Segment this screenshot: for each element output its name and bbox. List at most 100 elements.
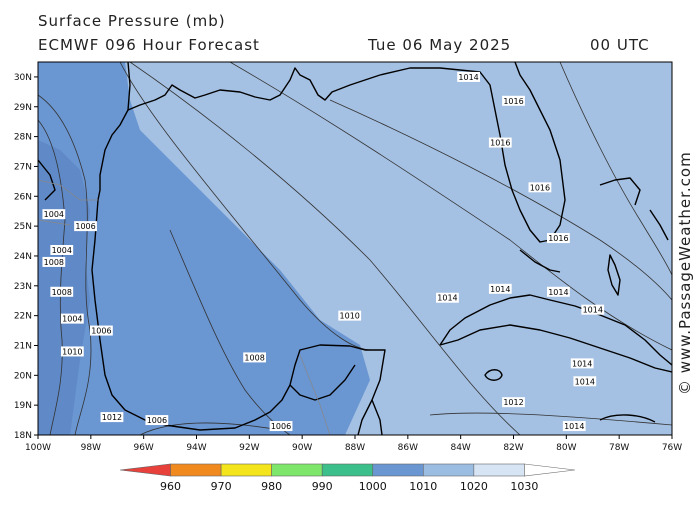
isobar-label-text: 1010	[340, 312, 360, 321]
isobar-label: 1014	[436, 292, 459, 303]
lon-label: 94W	[186, 443, 206, 453]
legend-swatch	[473, 463, 525, 477]
isobar-label-bg	[60, 346, 84, 357]
isobar-label-text: 1016	[503, 97, 523, 106]
isobar-label-bg	[100, 412, 124, 423]
legend-label: 970	[211, 480, 232, 493]
isle-of-youth	[484, 369, 503, 381]
isobar-label: 1016	[502, 95, 525, 106]
isobar-label-bg	[573, 376, 597, 387]
isobar-label: 1014	[573, 376, 597, 387]
isobar-label: 1016	[488, 137, 512, 148]
forecast-model: ECMWF 096 Hour Forecast	[38, 36, 260, 54]
longitude-axis: 100W 98W 96W 94W 92W 90W 88W 86W 84W 82W 80W 78W 76W	[25, 435, 682, 453]
forecast-date: Tue 06 May 2025	[368, 36, 512, 54]
isobar-label-bg	[488, 283, 512, 294]
isobar-label-text: 1006	[271, 422, 291, 431]
isobar-label-text: 1014	[564, 422, 584, 431]
isobar-label-text: 1010	[62, 347, 82, 356]
lon-label: 86W	[398, 443, 418, 453]
state-borders	[38, 179, 331, 435]
lat-label: 19N	[14, 401, 32, 411]
isobar-label: 1014	[562, 421, 586, 432]
lat-label: 18N	[14, 431, 32, 441]
isobar-label: 1006	[145, 415, 169, 426]
isobar-label: 1016	[528, 182, 552, 193]
isobar-label-bg	[562, 421, 586, 432]
isobar-label-bg	[436, 292, 459, 303]
isobar-label-text: 1004	[52, 246, 72, 255]
lon-label: 80W	[556, 443, 576, 453]
legend-label: 990	[312, 480, 333, 493]
isobar-label-text: 1006	[91, 327, 111, 336]
legend-swatch	[119, 463, 171, 477]
isobar-label-text: 1014	[575, 377, 595, 386]
coastline	[38, 62, 672, 435]
lon-label: 88W	[345, 443, 365, 453]
lat-label: 20N	[14, 371, 32, 381]
isobar-label-bg	[42, 209, 66, 220]
isobar-label: 1006	[74, 221, 97, 232]
isobar-label-bg	[502, 95, 525, 106]
isobar-label-text: 1008	[244, 353, 264, 362]
isobar-label-bg	[269, 421, 293, 432]
legend-swatch	[271, 463, 323, 477]
isobar-label-bg	[50, 286, 74, 297]
pressure-legend: 960 970 980 990 1000 1010 1020 1030	[119, 463, 575, 493]
isobar-label-text: 1008	[52, 288, 72, 297]
lon-label: 96W	[133, 443, 153, 453]
isobar-label-bg	[145, 415, 169, 426]
isobar-label-text: 1014	[583, 306, 603, 315]
isobar-label-bg	[74, 221, 97, 232]
isobar-label-text: 1012	[102, 413, 122, 422]
lat-label: 30N	[14, 73, 32, 83]
isobar-label-text: 1014	[490, 285, 510, 294]
isobar-label-text: 1016	[530, 183, 550, 192]
lat-label: 28N	[14, 133, 32, 143]
forecast-time: 00 UTC	[590, 36, 650, 54]
florida-keys	[519, 249, 561, 273]
isobar-label-bg	[90, 325, 113, 336]
isobar-label-bg	[243, 352, 267, 363]
lat-label: 22N	[14, 312, 32, 322]
belize-coast	[371, 399, 383, 435]
jamaica	[599, 414, 656, 423]
lat-label: 23N	[14, 282, 32, 292]
bahamas-andros	[607, 254, 621, 296]
legend-label: 960	[160, 480, 181, 493]
cuba-south	[439, 324, 672, 373]
isobar-label-text: 1006	[147, 416, 167, 425]
lat-label: 24N	[14, 252, 32, 262]
legend-swatch	[422, 463, 475, 477]
isobar-label-bg	[60, 313, 84, 324]
isobar-label-bg	[570, 358, 594, 369]
lon-label: 82W	[503, 443, 523, 453]
isobar-label: 1014	[488, 283, 512, 294]
lon-label: 100W	[25, 443, 51, 453]
isobar-label: 1004	[42, 209, 66, 220]
isobar-label-bg	[528, 182, 552, 193]
legend-swatch	[372, 463, 424, 477]
isobar-label-bg	[338, 310, 362, 321]
legend-swatch	[170, 463, 222, 477]
lon-label: 84W	[450, 443, 470, 453]
lat-label: 27N	[14, 162, 32, 172]
isobars	[38, 62, 672, 435]
legend-label: 1030	[510, 480, 538, 493]
isobar-label: 1010	[60, 346, 84, 357]
legend-label: 980	[261, 480, 282, 493]
isobar-label: 1004	[60, 313, 84, 324]
isobar-label: 1008	[243, 352, 267, 363]
lon-label: 92W	[239, 443, 259, 453]
isobar-label: 1004	[50, 244, 74, 255]
isobar-label-text: 1008	[44, 258, 64, 267]
isobar-label: 1014	[581, 304, 605, 315]
isobar-label-bg	[547, 286, 570, 297]
lon-label: 76W	[662, 443, 682, 453]
isobar-label-text: 1004	[44, 210, 64, 219]
bahamas-abaco	[599, 177, 641, 206]
isobar-label-bg	[502, 397, 525, 408]
isobar-label: 1014	[570, 358, 594, 369]
legend-label: 1000	[359, 480, 387, 493]
